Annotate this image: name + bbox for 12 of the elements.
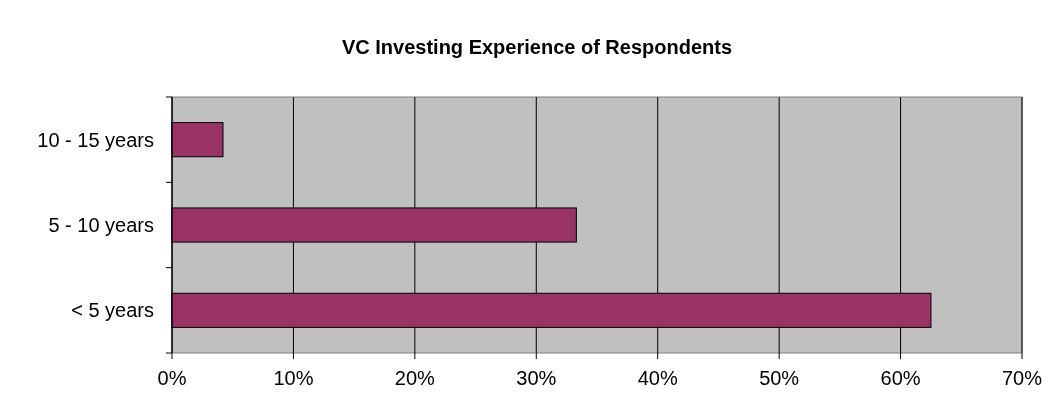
y-tick-label: 10 - 15 years [37,128,154,151]
x-tick-label: 50% [759,367,800,389]
y-tick-label: 5 - 10 years [48,214,154,236]
x-tick-label: 70% [1001,367,1043,389]
x-tick-label: 0% [157,367,187,389]
x-tick-label: 10% [273,367,314,389]
x-tick-label: 60% [880,367,921,389]
x-tick-label: 30% [516,367,557,389]
x-tick-label: 40% [637,367,678,389]
chart-title: VC Investing Experience of Respondents [341,36,733,58]
y-tick-label: < 5 years [71,299,154,322]
x-tick-label: 20% [394,367,436,389]
